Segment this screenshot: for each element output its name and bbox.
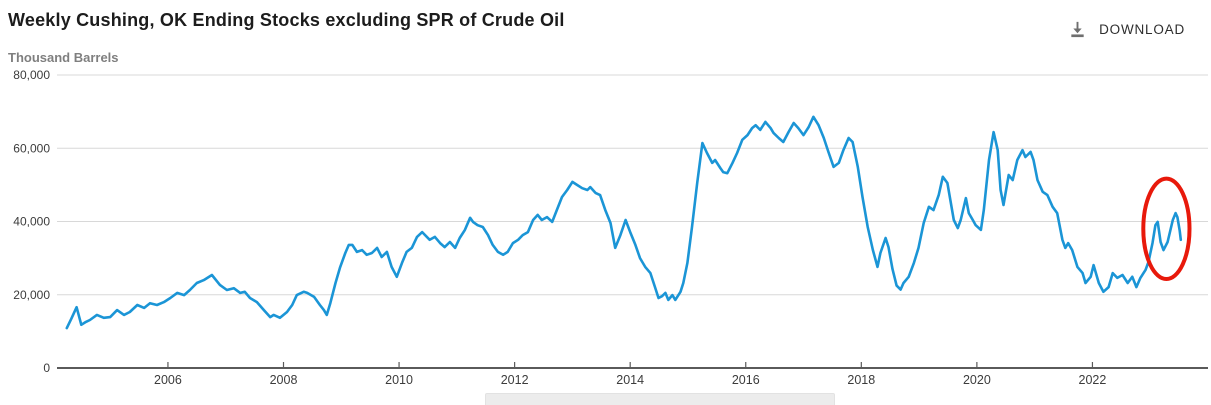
y-tick-label: 0 <box>43 361 50 375</box>
download-button-label: DOWNLOAD <box>1099 22 1185 37</box>
page-title: Weekly Cushing, OK Ending Stocks excludi… <box>8 10 565 30</box>
annotation-ellipse <box>1141 176 1192 282</box>
y-tick-label: 40,000 <box>13 215 50 229</box>
y-tick-label: 80,000 <box>13 68 50 82</box>
x-tick-label: 2012 <box>501 373 529 387</box>
y-tick-label: 20,000 <box>13 288 50 302</box>
x-tick-label: 2022 <box>1079 373 1107 387</box>
x-tick-label: 2006 <box>154 373 182 387</box>
x-tick-label: 2016 <box>732 373 760 387</box>
y-tick-label: 60,000 <box>13 141 50 155</box>
data-series-line <box>65 115 1183 330</box>
x-tick-label: 2020 <box>963 373 991 387</box>
x-tick-label: 2014 <box>616 373 644 387</box>
horizontal-scrollbar-thumb[interactable] <box>485 393 835 405</box>
x-tick-label: 2010 <box>385 373 413 387</box>
download-icon <box>1068 20 1087 39</box>
y-axis-units-label: Thousand Barrels <box>8 50 119 65</box>
x-tick-label: 2018 <box>847 373 875 387</box>
x-tick-label: 2008 <box>270 373 298 387</box>
download-button[interactable]: DOWNLOAD <box>1066 18 1187 41</box>
